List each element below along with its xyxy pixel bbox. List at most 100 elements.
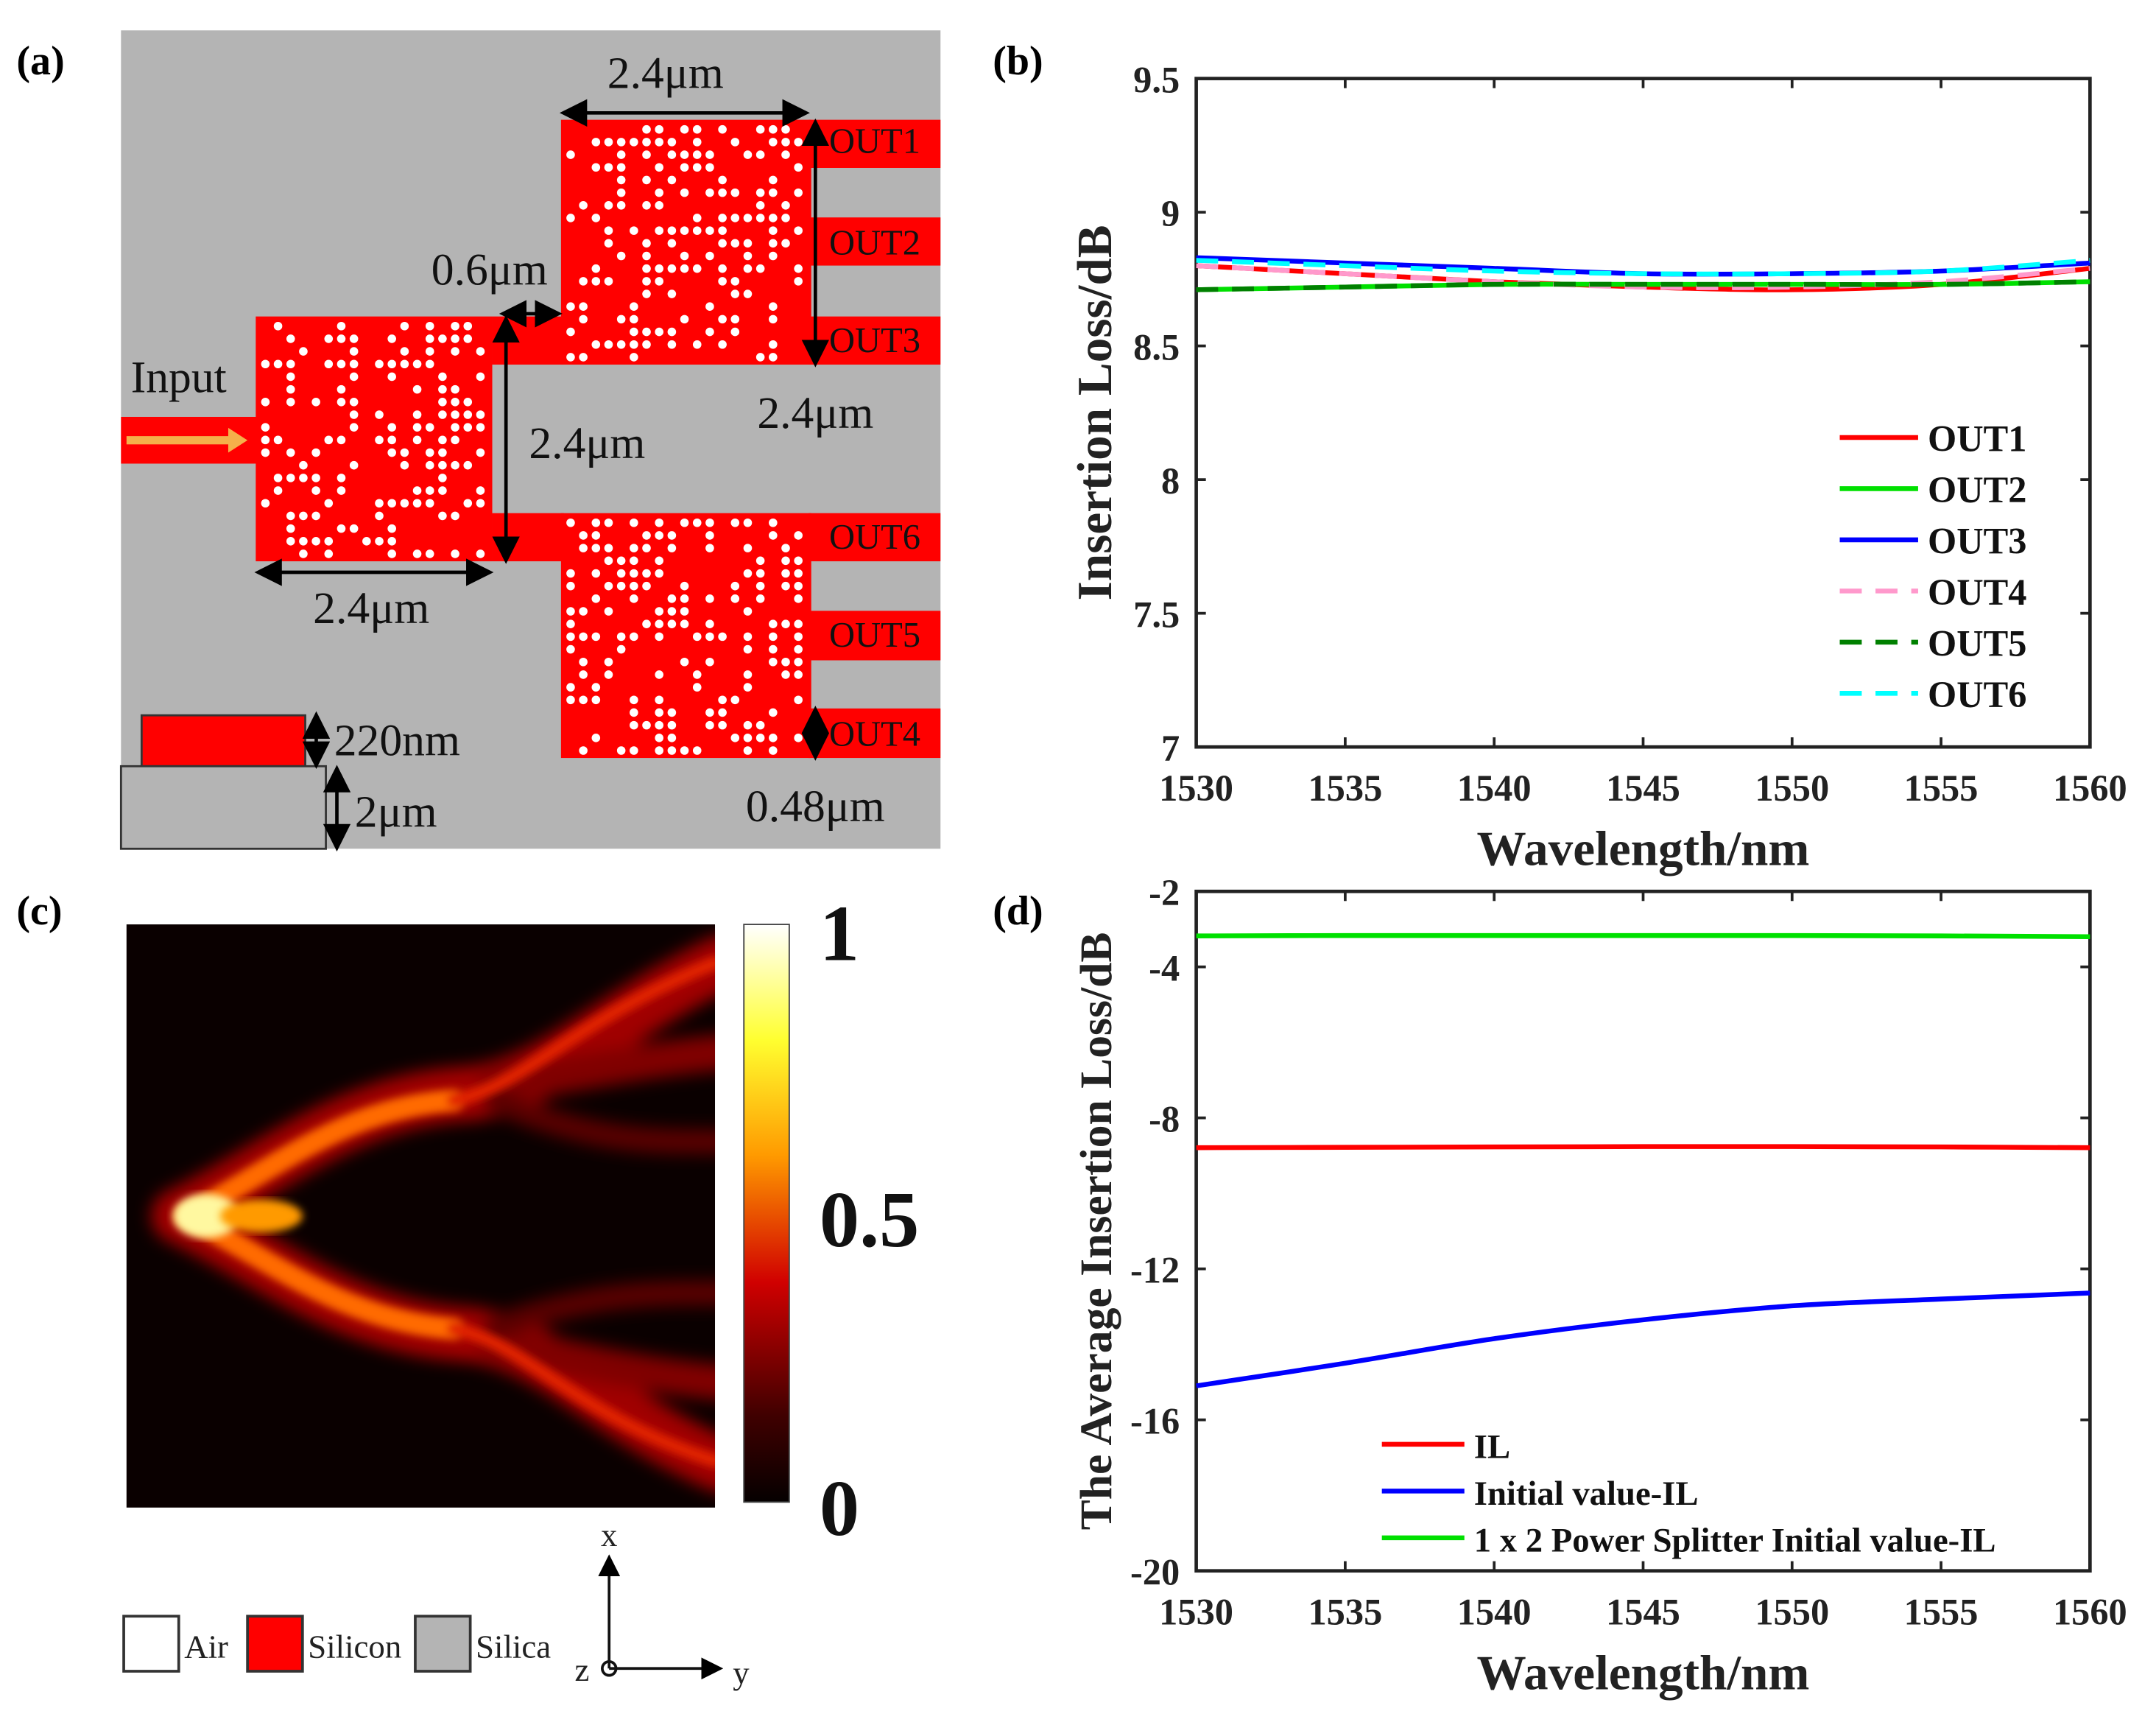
air-hole	[705, 150, 714, 159]
air-hole	[680, 251, 689, 261]
air-hole	[438, 460, 447, 470]
air-hole	[794, 594, 803, 603]
air-hole	[630, 327, 638, 337]
legend-label: OUT2	[1928, 469, 2026, 510]
air-hole	[451, 334, 459, 343]
air-hole	[680, 188, 689, 197]
y-tick-label: -12	[1130, 1249, 1180, 1290]
y-tick-label: -2	[1149, 872, 1180, 913]
air-hole	[412, 410, 422, 419]
air-hole	[642, 200, 651, 210]
air-hole	[667, 544, 677, 552]
air-hole	[769, 657, 778, 667]
air-hole	[642, 175, 651, 185]
insertion-loss-chart: 1530 1535 1540 1545 1550 1555 1560 7 7.5 8 8.5 9 9.5…	[1067, 59, 2127, 876]
air-hole	[667, 239, 677, 248]
air-hole	[337, 486, 346, 495]
air-hole	[655, 124, 663, 134]
x-tick-label: 1540	[1457, 767, 1532, 809]
air-hole	[630, 632, 638, 642]
air-hole	[794, 188, 803, 197]
air-hole	[591, 683, 601, 692]
air-hole	[286, 372, 295, 382]
air-hole	[451, 549, 459, 558]
air-hole	[604, 607, 613, 616]
air-hole	[337, 359, 346, 369]
air-hole	[375, 410, 384, 419]
air-hole	[743, 746, 753, 755]
air-hole	[705, 720, 714, 730]
air-hole	[755, 264, 765, 273]
air-hole	[604, 657, 613, 667]
dim-silicon-thickness-label: 220nm	[334, 715, 460, 765]
air-hole	[755, 569, 765, 578]
air-hole	[324, 435, 334, 445]
air-hole	[438, 474, 447, 482]
legend-label: Initial value-IL	[1474, 1475, 1699, 1513]
air-hole	[667, 327, 677, 337]
air-hole	[705, 544, 714, 552]
air-hole	[451, 435, 459, 445]
air-hole	[286, 448, 295, 457]
series-line-1-x-2-power-splitter-initial-value-il	[1196, 932, 2090, 939]
air-hole	[769, 124, 778, 134]
air-hole	[591, 163, 601, 172]
air-hole	[718, 239, 727, 248]
air-hole	[781, 124, 790, 134]
air-hole	[362, 536, 371, 546]
dimension-arrows	[254, 99, 830, 852]
air-hole	[794, 695, 803, 705]
coordinate-axes-icon	[598, 1554, 724, 1680]
legend-swatch-air	[122, 1615, 180, 1673]
out5-label: OUT5	[829, 615, 920, 655]
air-hole	[769, 175, 778, 185]
air-hole	[591, 695, 601, 705]
legend-label: 1 x 2 Power Splitter Initial value-IL	[1474, 1522, 1996, 1560]
air-hole	[425, 423, 434, 432]
air-hole	[655, 327, 663, 337]
air-hole	[769, 226, 778, 235]
air-hole	[667, 226, 677, 235]
air-hole	[680, 315, 689, 324]
air-hole	[604, 239, 613, 248]
air-hole	[794, 569, 803, 578]
average-insertion-loss-chart: 1530 1535 1540 1545 1550 1555 1560 -20 -16 -12 -8 -…	[1071, 872, 2127, 1700]
air-hole	[630, 302, 638, 312]
air-hole	[769, 518, 778, 527]
air-hole	[451, 460, 459, 470]
air-hole	[630, 569, 638, 578]
air-hole	[591, 544, 601, 552]
air-hole	[438, 384, 447, 394]
air-hole	[655, 138, 663, 147]
air-hole	[349, 423, 359, 432]
air-hole	[261, 448, 270, 457]
air-hole	[412, 435, 422, 445]
air-hole	[680, 581, 689, 591]
air-hole	[604, 226, 613, 235]
air-hole	[781, 670, 790, 679]
air-hole	[476, 549, 485, 558]
air-hole	[375, 359, 384, 369]
air-hole	[299, 474, 308, 482]
air-hole	[794, 657, 803, 667]
panel-label-a: (a)	[16, 38, 64, 84]
air-hole	[705, 163, 714, 172]
air-hole	[743, 670, 753, 679]
air-hole	[730, 581, 740, 591]
air-hole	[591, 138, 601, 147]
y-tick-label: -16	[1130, 1400, 1180, 1441]
air-hole	[324, 499, 334, 508]
air-hole	[616, 746, 626, 755]
air-hole	[579, 200, 588, 210]
air-hole	[311, 474, 320, 482]
air-hole	[705, 531, 714, 540]
air-hole	[755, 188, 765, 197]
air-hole	[591, 734, 601, 742]
air-hole	[349, 460, 359, 470]
air-hole	[412, 499, 422, 508]
air-hole	[680, 746, 689, 755]
air-hole	[655, 264, 663, 273]
air-hole	[667, 340, 677, 349]
air-hole	[349, 524, 359, 533]
air-hole	[730, 138, 740, 147]
